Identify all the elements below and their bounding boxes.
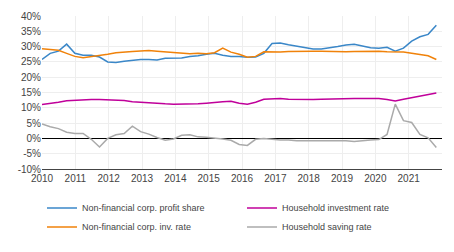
svg-text:2017: 2017 (264, 173, 287, 184)
svg-text:Non-financial corp. profit sha: Non-financial corp. profit share (82, 203, 205, 213)
svg-text:30%: 30% (21, 41, 41, 52)
svg-text:2015: 2015 (198, 173, 221, 184)
svg-text:2021: 2021 (398, 173, 421, 184)
svg-text:2020: 2020 (364, 173, 387, 184)
svg-text:-5%: -5% (23, 148, 41, 159)
svg-text:0%: 0% (27, 133, 42, 144)
svg-text:20%: 20% (21, 72, 41, 83)
svg-text:-10%: -10% (18, 164, 41, 175)
svg-text:Household investment rate: Household investment rate (282, 203, 389, 213)
svg-text:Household saving rate: Household saving rate (282, 222, 372, 232)
svg-text:2012: 2012 (98, 173, 121, 184)
svg-text:2010: 2010 (31, 173, 54, 184)
svg-text:2014: 2014 (164, 173, 187, 184)
svg-text:2019: 2019 (331, 173, 354, 184)
svg-text:2013: 2013 (131, 173, 154, 184)
svg-text:40%: 40% (21, 11, 41, 22)
svg-text:2018: 2018 (298, 173, 321, 184)
svg-text:Non-financial corp. inv. rate: Non-financial corp. inv. rate (82, 222, 191, 232)
svg-text:2011: 2011 (65, 173, 87, 184)
svg-text:5%: 5% (27, 118, 42, 129)
svg-text:15%: 15% (21, 87, 41, 98)
svg-text:10%: 10% (21, 102, 41, 113)
svg-text:25%: 25% (21, 56, 41, 67)
svg-text:2016: 2016 (231, 173, 254, 184)
svg-text:35%: 35% (21, 26, 41, 37)
